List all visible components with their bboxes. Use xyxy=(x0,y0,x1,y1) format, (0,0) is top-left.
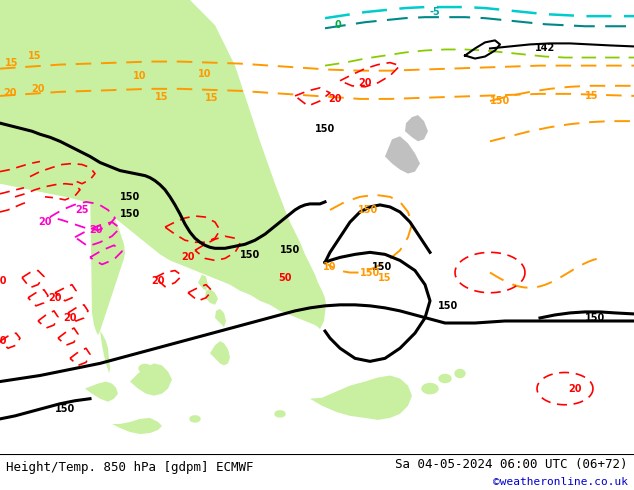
Polygon shape xyxy=(405,115,428,141)
Polygon shape xyxy=(190,416,200,422)
Polygon shape xyxy=(0,0,326,329)
Text: 10: 10 xyxy=(323,263,337,272)
Polygon shape xyxy=(100,331,110,373)
Polygon shape xyxy=(139,365,151,372)
Text: 150: 150 xyxy=(240,250,260,260)
Text: 20: 20 xyxy=(0,336,7,346)
Polygon shape xyxy=(210,341,230,366)
Text: ©weatheronline.co.uk: ©weatheronline.co.uk xyxy=(493,477,628,487)
Text: 150: 150 xyxy=(490,96,510,106)
Text: 150: 150 xyxy=(438,301,458,311)
Polygon shape xyxy=(422,384,438,393)
Polygon shape xyxy=(455,369,465,377)
Text: 25: 25 xyxy=(75,205,89,215)
Polygon shape xyxy=(160,126,176,136)
Text: 150: 150 xyxy=(120,192,140,202)
Text: 150: 150 xyxy=(120,209,140,219)
Text: 20: 20 xyxy=(31,84,45,94)
Polygon shape xyxy=(205,289,218,305)
Polygon shape xyxy=(215,309,226,327)
Text: 20: 20 xyxy=(358,78,372,88)
Polygon shape xyxy=(385,136,420,173)
Text: 10: 10 xyxy=(133,71,146,81)
Text: 15: 15 xyxy=(29,50,42,61)
Text: 10: 10 xyxy=(198,69,212,79)
Text: 20: 20 xyxy=(181,252,195,263)
Text: 150: 150 xyxy=(280,245,300,255)
Text: 150: 150 xyxy=(358,205,378,215)
Text: 150: 150 xyxy=(372,263,392,272)
Text: 150: 150 xyxy=(55,404,75,414)
Text: 15: 15 xyxy=(5,58,19,68)
Text: 20: 20 xyxy=(3,88,16,98)
Polygon shape xyxy=(275,411,285,417)
Text: 20: 20 xyxy=(0,275,7,286)
Polygon shape xyxy=(310,375,412,420)
Polygon shape xyxy=(198,274,208,291)
Text: 20: 20 xyxy=(328,94,342,104)
Text: 50: 50 xyxy=(278,272,292,283)
Polygon shape xyxy=(439,374,451,383)
Text: 20: 20 xyxy=(568,384,582,393)
Text: 15: 15 xyxy=(155,92,169,102)
Text: -5: -5 xyxy=(430,7,441,17)
Text: 20: 20 xyxy=(63,313,77,323)
Polygon shape xyxy=(130,364,172,396)
Polygon shape xyxy=(112,418,162,434)
Text: Height/Temp. 850 hPa [gdpm] ECMWF: Height/Temp. 850 hPa [gdpm] ECMWF xyxy=(6,461,254,474)
Polygon shape xyxy=(85,382,118,402)
Text: 150: 150 xyxy=(360,268,380,277)
Text: 150: 150 xyxy=(585,313,605,323)
Polygon shape xyxy=(90,184,125,335)
Text: 20: 20 xyxy=(38,217,52,227)
Text: Sa 04-05-2024 06:00 UTC (06+72): Sa 04-05-2024 06:00 UTC (06+72) xyxy=(395,458,628,471)
Text: 20: 20 xyxy=(48,293,61,303)
Text: 150: 150 xyxy=(315,124,335,134)
Text: 15: 15 xyxy=(378,272,392,283)
Text: 20: 20 xyxy=(89,225,103,235)
Text: 15: 15 xyxy=(205,93,219,103)
Text: 15: 15 xyxy=(585,91,598,101)
Polygon shape xyxy=(169,137,181,146)
Text: 142: 142 xyxy=(535,44,555,53)
Text: 20: 20 xyxy=(152,275,165,286)
Text: 0: 0 xyxy=(335,20,341,30)
